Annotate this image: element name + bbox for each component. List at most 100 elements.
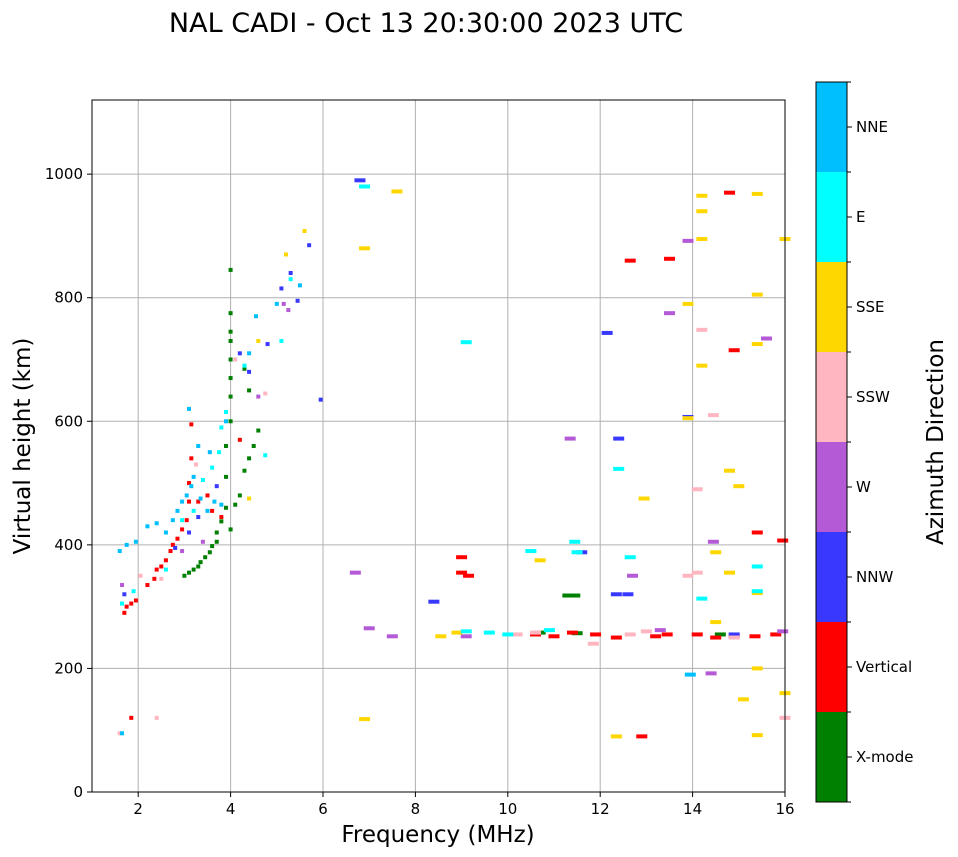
colorbar-swatch (816, 622, 847, 712)
data-point (203, 555, 208, 560)
data-point (724, 190, 736, 195)
data-point (627, 573, 639, 578)
data-point (228, 419, 233, 424)
data-point (196, 564, 201, 569)
data-point (228, 527, 233, 532)
data-point (777, 629, 789, 634)
data-point (120, 601, 125, 606)
data-point (456, 570, 468, 575)
data-point (210, 508, 215, 513)
grid-lines (92, 100, 786, 793)
data-point (463, 573, 475, 578)
data-point (548, 634, 560, 639)
colorbar-tick-label: SSW (856, 388, 890, 406)
data-point (386, 634, 398, 639)
data-point (571, 550, 583, 555)
data-point (696, 209, 708, 214)
data-point (624, 632, 636, 637)
azimuth-colorbar: X-mode Vertical NNW W SSW SSE E NNE (815, 81, 913, 803)
data-point (237, 437, 242, 442)
data-point (184, 518, 189, 523)
data-point (129, 601, 134, 606)
data-point (256, 428, 261, 433)
y-axis-label: Virtual height (km) (10, 338, 36, 555)
data-point (664, 256, 675, 261)
colorbar-swatch (816, 352, 847, 442)
colorbar-tick-label: E (856, 208, 865, 226)
data-point (691, 487, 703, 492)
x-tick-label: 6 (318, 800, 328, 818)
x-tick-label: 10 (498, 800, 517, 818)
data-point (228, 338, 233, 343)
data-point (363, 626, 375, 631)
data-point (297, 283, 302, 288)
data-point (733, 484, 745, 489)
x-tick-label: 12 (591, 800, 610, 818)
data-point (124, 542, 129, 547)
data-point (525, 549, 537, 554)
data-point (281, 301, 286, 306)
data-point (207, 550, 212, 555)
data-point (751, 733, 763, 738)
data-point (175, 536, 180, 541)
data-point (751, 342, 763, 347)
colorbar-tick-label: Vertical (856, 658, 912, 676)
data-point (198, 560, 203, 565)
data-point (610, 635, 622, 640)
y-tick-label: 600 (54, 412, 83, 430)
data-point (256, 338, 261, 343)
data-point (530, 630, 542, 635)
data-point (129, 715, 134, 720)
data-point (613, 466, 625, 471)
data-point (349, 570, 361, 575)
data-point (122, 592, 127, 597)
data-point (682, 301, 694, 306)
data-point (483, 630, 495, 635)
data-point (191, 508, 196, 513)
y-axis-ticks: 0 200 400 600 800 1000 (45, 165, 92, 801)
data-point (228, 376, 233, 381)
data-point (237, 351, 242, 356)
data-point (117, 731, 122, 736)
data-point (707, 539, 719, 544)
data-point (636, 734, 648, 739)
data-point (428, 599, 440, 604)
data-point (182, 573, 187, 578)
data-point (163, 530, 168, 535)
data-point (210, 544, 215, 549)
data-point (566, 630, 578, 635)
data-point (228, 267, 233, 272)
data-point (223, 419, 228, 424)
data-point (163, 567, 168, 572)
data-point (696, 327, 708, 332)
data-point (163, 558, 168, 563)
data-point (613, 436, 625, 441)
data-point (207, 450, 212, 455)
data-point (318, 397, 323, 402)
data-point (205, 508, 210, 513)
data-point (761, 336, 773, 341)
data-point (173, 545, 178, 550)
data-point (191, 567, 196, 572)
data-point (212, 499, 217, 504)
data-point (187, 406, 192, 411)
colorbar-tick-label: SSE (856, 298, 885, 316)
data-point (460, 340, 472, 345)
data-point (696, 237, 708, 242)
data-point (724, 570, 736, 575)
data-point (242, 468, 247, 473)
data-point (302, 228, 307, 233)
data-point (359, 246, 371, 251)
data-point (279, 338, 284, 343)
data-point (587, 641, 599, 646)
data-point (710, 550, 722, 555)
data-point (187, 499, 192, 504)
x-tick-label: 4 (226, 800, 236, 818)
data-point (590, 632, 602, 637)
data-point (256, 394, 261, 399)
data-point (451, 630, 463, 635)
data-point (737, 697, 749, 702)
x-tick-label: 8 (411, 800, 421, 818)
data-point (664, 311, 675, 316)
colorbar-tick-label: NNE (856, 118, 888, 136)
